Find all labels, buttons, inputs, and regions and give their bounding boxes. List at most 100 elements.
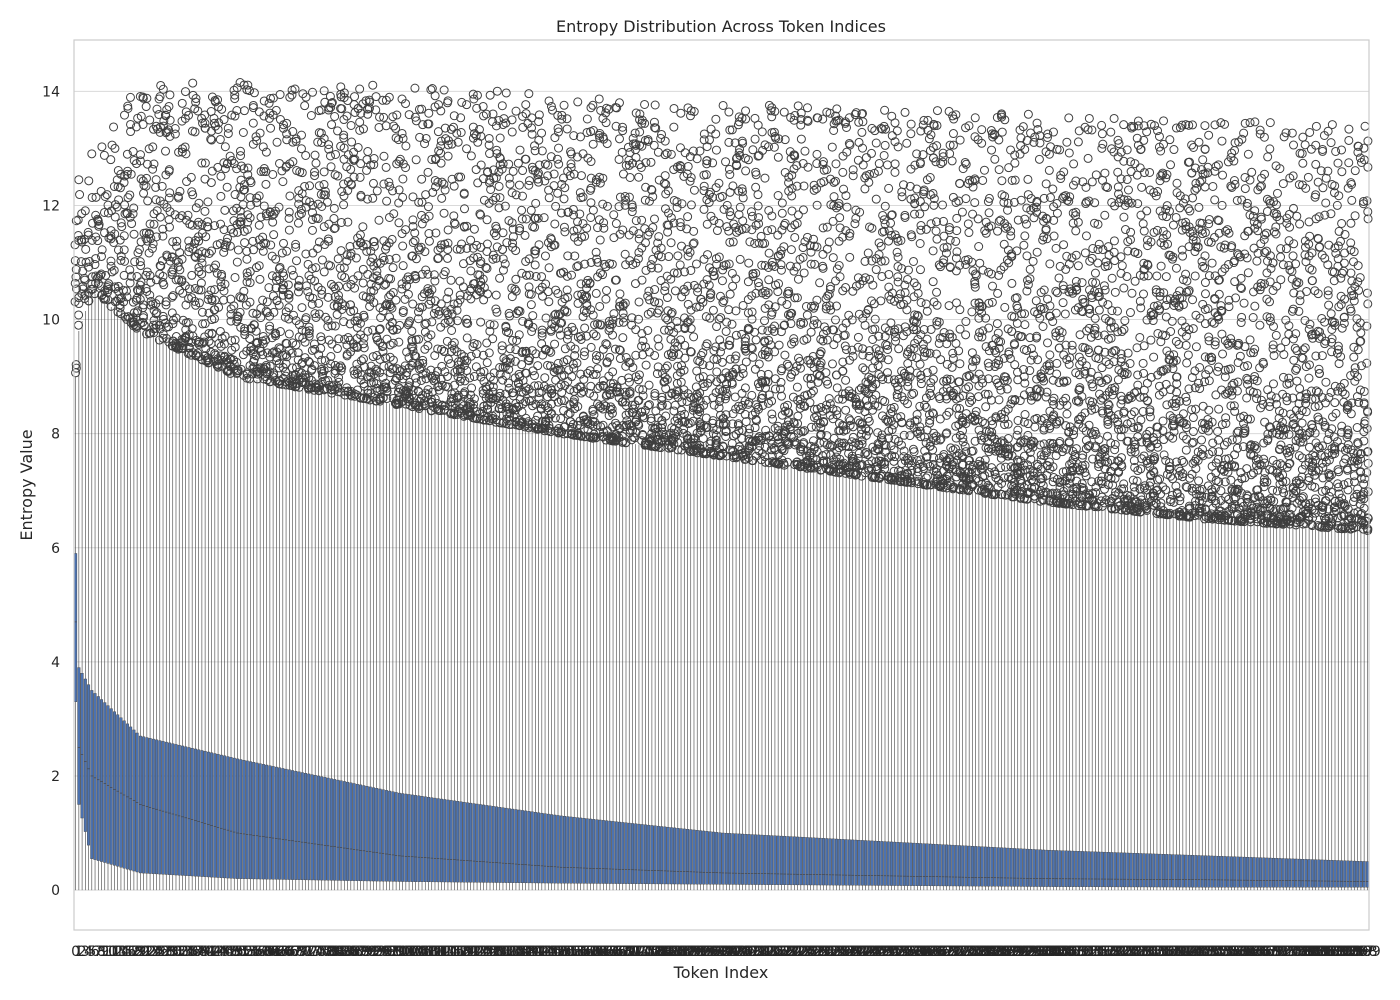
outlier-point	[126, 127, 136, 137]
box-iqr	[757, 834, 761, 885]
box-iqr	[216, 754, 220, 878]
outlier-point	[147, 243, 157, 253]
box-plot-item	[673, 449, 677, 891]
outlier-point	[116, 294, 126, 304]
box-plot-item	[1352, 529, 1356, 891]
box-plot-item	[87, 301, 91, 891]
outlier-point	[161, 300, 171, 310]
box-plot-item	[135, 328, 139, 891]
box-iqr	[142, 736, 146, 874]
box-iqr	[1181, 854, 1185, 888]
box-plot-item	[1097, 507, 1101, 891]
box-plot-item	[1009, 497, 1013, 891]
box-plot-item	[1025, 499, 1029, 891]
box-plot-item	[860, 476, 864, 891]
box-iqr	[802, 837, 806, 886]
box-iqr	[501, 807, 505, 883]
box-plot-item	[1226, 520, 1230, 891]
box-iqr	[1297, 858, 1301, 888]
outlier-point	[121, 286, 131, 296]
box-iqr	[608, 820, 612, 884]
box-iqr	[585, 818, 589, 884]
box-iqr	[815, 837, 819, 886]
box-iqr	[1216, 855, 1220, 888]
box-iqr	[1064, 850, 1068, 887]
box-plot-item	[100, 299, 104, 891]
box-plot-item	[1126, 510, 1130, 891]
box-plot-item	[556, 433, 560, 891]
box-plot-item	[579, 436, 583, 891]
box-plot-item	[420, 409, 424, 891]
box-plot-item	[886, 479, 890, 891]
box-iqr	[1352, 860, 1356, 888]
outlier-point	[109, 265, 119, 275]
box-plot-item	[1297, 525, 1301, 891]
box-iqr	[342, 781, 346, 881]
box-iqr	[627, 822, 631, 884]
box-plot-item	[161, 341, 165, 891]
box-iqr	[1246, 857, 1250, 888]
box-iqr	[219, 754, 223, 878]
box-plot-item	[1165, 514, 1169, 891]
outlier-point	[116, 218, 126, 228]
box-iqr	[1330, 860, 1334, 888]
box-iqr	[1161, 854, 1165, 888]
outlier-point	[70, 256, 80, 266]
box-plot-item	[925, 485, 929, 891]
outlier-point	[91, 210, 101, 220]
outlier-point	[110, 143, 120, 153]
box-iqr	[1239, 856, 1243, 888]
box-plot-item	[945, 487, 949, 891]
box-plot-item	[776, 464, 780, 891]
box-iqr	[297, 771, 301, 880]
box-plot-item	[974, 492, 978, 891]
outlier-point	[119, 245, 129, 255]
outlier-point	[127, 219, 137, 229]
box-iqr	[155, 739, 159, 875]
outlier-layer	[70, 78, 1373, 536]
box-plot-item	[93, 293, 97, 891]
box-plot-item	[851, 474, 855, 891]
box-iqr	[1304, 859, 1308, 888]
box-plot-item	[281, 384, 285, 891]
outlier-point	[125, 92, 135, 102]
box-iqr	[702, 830, 706, 885]
box-plot-item	[475, 418, 479, 891]
box-plot-item	[336, 394, 340, 891]
box-iqr	[893, 841, 897, 886]
box-iqr	[838, 838, 842, 886]
box-iqr	[287, 769, 291, 880]
box-iqr	[1259, 857, 1263, 888]
outlier-point	[139, 320, 149, 330]
box-iqr	[148, 738, 152, 874]
box-plot-item	[559, 433, 563, 891]
box-plot-item	[1216, 519, 1220, 891]
box-plot-item	[469, 417, 473, 891]
box-plot-item	[695, 452, 699, 891]
box-iqr	[1155, 853, 1159, 888]
box-plot-item	[498, 422, 502, 891]
box-plot-item	[831, 471, 835, 891]
box-iqr	[1022, 848, 1026, 887]
outlier-point	[149, 219, 159, 229]
box-plot-item	[1139, 512, 1143, 891]
box-iqr	[168, 742, 172, 875]
box-iqr	[1284, 858, 1288, 888]
box-plot-item	[912, 483, 916, 891]
box-iqr	[747, 834, 751, 885]
box-plot-item	[197, 358, 201, 891]
outlier-point	[145, 219, 155, 229]
box-plot-item	[614, 441, 618, 891]
box-iqr	[566, 816, 570, 884]
box-plot-item	[601, 439, 605, 891]
box-iqr	[579, 817, 583, 884]
box-plot-item	[815, 469, 819, 891]
box-iqr	[1110, 852, 1114, 888]
outlier-point	[93, 215, 103, 225]
outlier-point	[100, 191, 110, 201]
box-plot-item	[1246, 522, 1250, 891]
box-plot-item	[297, 387, 301, 891]
box-iqr	[1077, 851, 1081, 887]
box-iqr	[423, 796, 427, 882]
box-iqr	[1187, 854, 1191, 888]
